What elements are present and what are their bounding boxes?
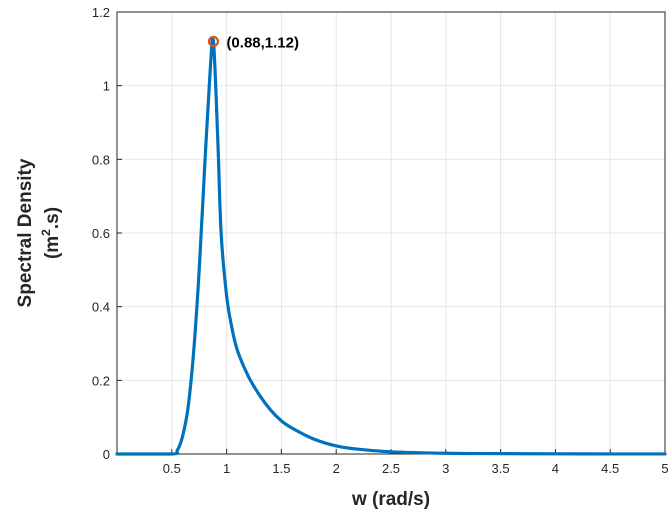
- x-tick-label: 5: [661, 461, 668, 476]
- y-axis-title-line2: (m2.s): [39, 207, 63, 259]
- x-axis-ticks: 0.5 1 1.5 2 2.5 3 3.5 4 4.5 5: [163, 449, 669, 476]
- x-tick-label: 1.5: [272, 461, 290, 476]
- x-tick-label: 2: [333, 461, 340, 476]
- x-tick-label: 3.5: [492, 461, 510, 476]
- x-tick-label: 4: [552, 461, 559, 476]
- y-axis-title: Spectral Density (m2.s): [15, 158, 63, 307]
- y-axis-title-line1: Spectral Density: [15, 158, 36, 307]
- peak-marker: [207, 35, 220, 48]
- y-tick-label: 0.8: [92, 152, 110, 167]
- x-tick-label: 2.5: [382, 461, 400, 476]
- y-unit-rest: .s): [42, 207, 63, 229]
- y-tick-label: 1.2: [92, 5, 110, 20]
- series-line: [115, 36, 667, 456]
- y-tick-label: 1: [103, 79, 110, 94]
- y-tick-label: 0.6: [92, 226, 110, 241]
- y-unit-superscript: 2: [39, 229, 53, 236]
- y-tick-label: 0.4: [92, 300, 110, 315]
- y-tick-label: 0.2: [92, 373, 110, 388]
- x-tick-label: 1: [223, 461, 230, 476]
- x-tick-label: 0.5: [163, 461, 181, 476]
- y-tick-label: 0: [103, 447, 110, 462]
- y-unit-base: (m: [42, 236, 63, 259]
- x-tick-label: 3: [442, 461, 449, 476]
- x-tick-label: 4.5: [601, 461, 619, 476]
- peak-label: (0.88,1.12): [226, 34, 299, 51]
- x-axis-title: w (rad/s): [351, 489, 430, 510]
- grid-lines: [117, 11, 666, 455]
